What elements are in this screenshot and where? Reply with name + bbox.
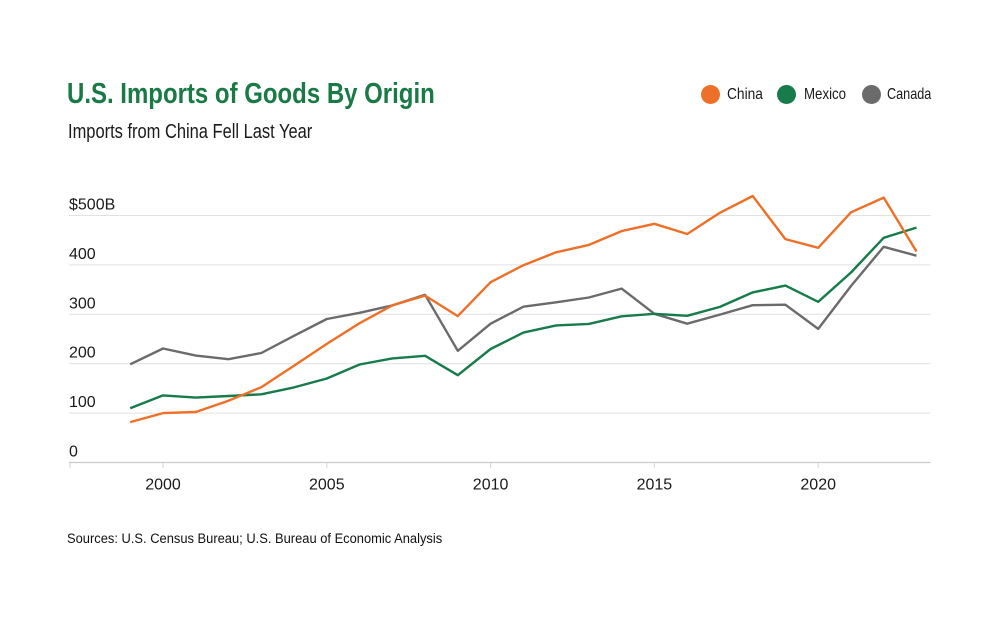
svg-text:2005: 2005 — [309, 477, 345, 494]
svg-text:100: 100 — [69, 394, 96, 411]
svg-text:200: 200 — [69, 345, 96, 362]
svg-text:2000: 2000 — [145, 477, 181, 494]
svg-text:$500B: $500B — [69, 197, 115, 214]
svg-text:0: 0 — [69, 444, 78, 461]
svg-text:2010: 2010 — [473, 477, 509, 494]
svg-text:400: 400 — [69, 246, 96, 263]
svg-text:2015: 2015 — [637, 477, 673, 494]
svg-text:2020: 2020 — [800, 477, 836, 494]
svg-text:300: 300 — [69, 295, 96, 312]
